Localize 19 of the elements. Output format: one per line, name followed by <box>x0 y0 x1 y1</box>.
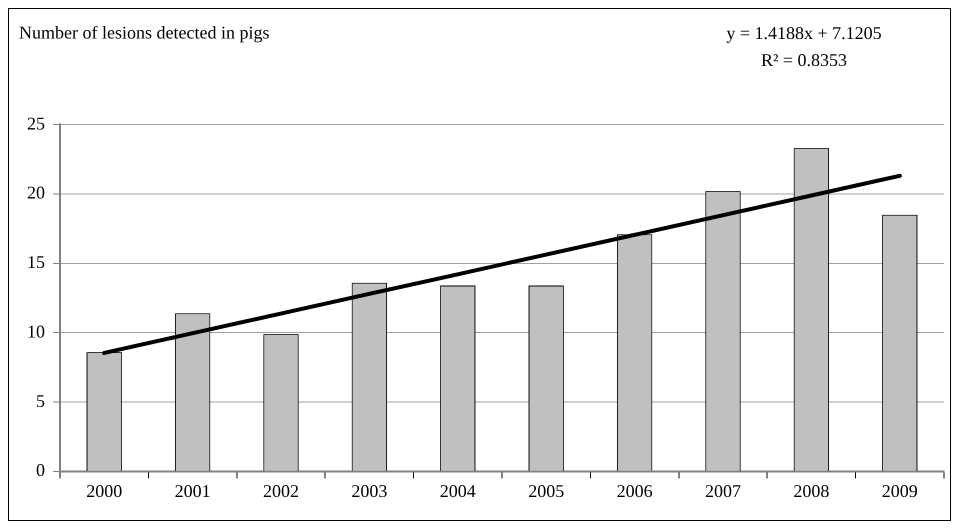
y-tick-label: 10 <box>27 321 45 342</box>
x-tick-label: 2007 <box>705 480 741 501</box>
y-tick-label: 0 <box>36 460 45 480</box>
text: y = 1.4188x + 7.1205 <box>726 23 882 43</box>
x-tick-label: 2000 <box>86 480 122 501</box>
text: R² = 0.8353 <box>760 50 848 70</box>
x-tick-label: 2008 <box>793 480 830 501</box>
y-tick-label: 15 <box>27 252 45 272</box>
x-tick-label: 2005 <box>528 480 564 501</box>
x-tick-label: 2003 <box>351 480 388 501</box>
y-tick-label: 25 <box>27 113 45 134</box>
y-tick-label: 20 <box>27 182 45 203</box>
x-tick-label: 2001 <box>174 480 211 501</box>
x-tick-label: 2009 <box>882 480 918 501</box>
chart-title: Number of lesions detected in pigs <box>19 22 270 43</box>
x-tick-label: 2006 <box>616 480 653 501</box>
y-tick-label: 5 <box>36 390 45 411</box>
x-tick-label: 2002 <box>263 480 299 501</box>
x-tick-label: 2004 <box>440 480 476 501</box>
